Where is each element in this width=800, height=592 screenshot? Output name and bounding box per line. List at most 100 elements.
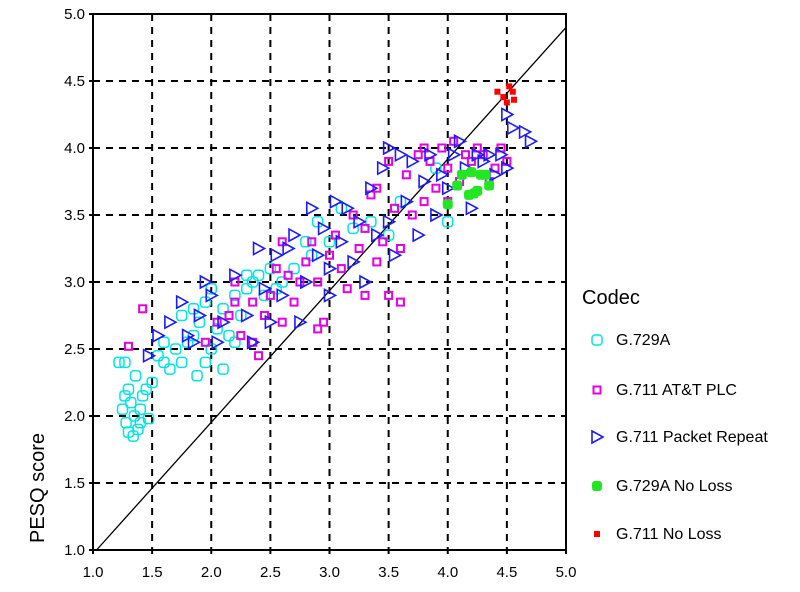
data-point bbox=[400, 194, 415, 209]
data-point bbox=[501, 107, 515, 122]
data-point bbox=[128, 410, 141, 422]
data-point bbox=[142, 348, 157, 364]
data-point bbox=[335, 234, 349, 250]
data-point bbox=[509, 88, 516, 95]
data-point bbox=[347, 254, 361, 270]
data-point bbox=[175, 294, 190, 310]
x-tick-label: 1.0 bbox=[83, 564, 104, 581]
legend-item-label: G.729A No Loss bbox=[616, 478, 733, 495]
data-point bbox=[370, 227, 385, 243]
data-point bbox=[424, 147, 438, 163]
data-point bbox=[199, 356, 212, 369]
data-point bbox=[175, 356, 188, 369]
data-point bbox=[442, 215, 454, 228]
data-point bbox=[436, 167, 450, 183]
data-point bbox=[235, 309, 247, 322]
data-point bbox=[394, 147, 409, 163]
data-point bbox=[236, 331, 246, 341]
data-point bbox=[313, 324, 323, 334]
data-point bbox=[246, 334, 261, 350]
y-tick-label: 3.5 bbox=[64, 207, 85, 224]
data-point bbox=[413, 150, 423, 160]
data-point bbox=[319, 317, 329, 327]
data-point bbox=[524, 133, 539, 149]
y-tick-label: 3.0 bbox=[64, 274, 85, 291]
data-point bbox=[466, 167, 477, 178]
data-point bbox=[378, 237, 388, 247]
data-point bbox=[452, 180, 463, 191]
y-tick-label: 5.0 bbox=[64, 6, 85, 23]
data-point bbox=[307, 237, 317, 247]
y-tick-label: 2.0 bbox=[64, 408, 85, 425]
data-point bbox=[134, 416, 147, 429]
y-tick-label: 1.5 bbox=[64, 475, 85, 492]
legend-marker-icon bbox=[591, 429, 605, 445]
data-point bbox=[401, 170, 411, 180]
data-point bbox=[419, 143, 429, 153]
data-point bbox=[122, 383, 135, 395]
x-tick-label: 3.5 bbox=[378, 564, 399, 581]
data-point bbox=[372, 183, 382, 193]
data-point bbox=[276, 288, 290, 303]
data-point bbox=[254, 351, 264, 361]
legend-marker-icon bbox=[594, 531, 600, 537]
data-point bbox=[246, 276, 259, 288]
data-point bbox=[365, 180, 379, 196]
data-point bbox=[282, 241, 296, 256]
data-point bbox=[205, 288, 219, 303]
data-point bbox=[465, 200, 480, 216]
data-point bbox=[211, 334, 225, 350]
data-point bbox=[230, 297, 240, 307]
data-point bbox=[119, 356, 131, 369]
data-point bbox=[258, 281, 273, 297]
data-point bbox=[146, 376, 158, 389]
data-point bbox=[390, 203, 400, 213]
data-point bbox=[325, 250, 334, 260]
data-point bbox=[229, 336, 241, 349]
data-point bbox=[443, 163, 453, 173]
data-point bbox=[306, 249, 318, 261]
data-point bbox=[158, 336, 170, 349]
y-tick-label: 2.5 bbox=[64, 341, 85, 358]
data-point bbox=[270, 247, 284, 263]
data-point bbox=[500, 94, 507, 101]
data-point bbox=[341, 200, 355, 216]
data-point bbox=[347, 222, 359, 235]
data-point bbox=[323, 236, 336, 248]
data-point bbox=[289, 297, 299, 307]
data-point bbox=[223, 329, 235, 342]
data-point bbox=[199, 296, 212, 308]
data-point bbox=[348, 210, 358, 220]
data-point bbox=[449, 136, 459, 146]
data-point bbox=[300, 236, 312, 248]
data-point bbox=[437, 143, 447, 153]
data-point bbox=[205, 343, 217, 355]
data-point bbox=[311, 215, 324, 228]
data-point bbox=[484, 180, 495, 191]
data-point bbox=[199, 274, 214, 290]
data-point bbox=[217, 363, 229, 375]
x-tick-label: 5.0 bbox=[556, 564, 577, 581]
y-tick-label: 1.0 bbox=[64, 542, 85, 559]
data-point bbox=[116, 403, 129, 416]
data-point bbox=[353, 214, 367, 230]
data-point bbox=[431, 183, 441, 193]
legend-item-label: G.729A bbox=[616, 332, 671, 349]
data-point bbox=[510, 96, 517, 103]
data-point bbox=[113, 356, 125, 369]
data-point bbox=[212, 317, 222, 327]
data-point bbox=[158, 356, 170, 369]
data-point bbox=[119, 390, 131, 402]
data-point bbox=[406, 154, 420, 169]
data-point bbox=[229, 289, 241, 302]
data-point bbox=[136, 390, 149, 402]
series-3 bbox=[442, 167, 495, 210]
x-tick-label: 4.5 bbox=[496, 564, 517, 581]
data-point bbox=[265, 290, 275, 300]
reference-line-group bbox=[96, 26, 567, 551]
data-point bbox=[252, 269, 265, 282]
data-point bbox=[140, 383, 152, 395]
grid-lines bbox=[93, 14, 566, 550]
data-point bbox=[224, 311, 234, 320]
data-point bbox=[138, 304, 148, 314]
